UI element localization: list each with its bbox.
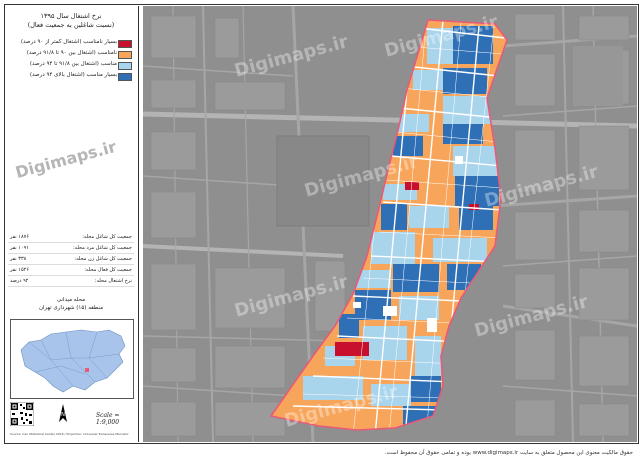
legend-label: بسیار مناسب (اشتغال بالای ۹۴ درصد) (29, 72, 117, 78)
main-map[interactable]: Digimaps.ir Digimaps.ir Digimaps.ir Digi… (143, 6, 637, 442)
stat-key: جمعیت کل شاغل مرد محله: (72, 245, 132, 251)
stat-value: ۹۲ درصد (10, 278, 29, 284)
source-credit: Source: Iran Statistical Center 2016 / P… (10, 432, 129, 436)
district-region: منطقه (۱۵) شهرداری تهران (38, 305, 104, 311)
legend-swatch (118, 51, 132, 59)
legend-swatch (118, 40, 132, 48)
stat-key: جمعیت کل فعال محله: (84, 267, 132, 273)
large-parcel (276, 135, 370, 227)
legend-item-very-good: بسیار مناسب (اشتغال بالای ۹۴ درصد) (8, 71, 134, 82)
stat-row: جمعیت کل شاغل مرد محله: ۱۰۹۱ نفر (8, 243, 134, 254)
map-svg (143, 6, 637, 442)
north-label: N (61, 412, 65, 418)
legend-item-very-poor: بسیار نامناسب (اشتغال کمتر از ۹۰ درصد) (8, 38, 134, 49)
qr-code-icon (10, 402, 34, 426)
district-lines (28, 331, 120, 387)
legend-swatch (118, 73, 132, 81)
stat-row: جمعیت کل شاغل محله: ۱۸۷۶ نفر (8, 232, 134, 243)
stat-value: ۱۰۹۱ نفر (10, 245, 30, 251)
legend-label: مناسب (اشتغال بین ۹۱/۸ تا ۹۴ درصد) (29, 61, 117, 67)
legend-item-poor: نامناسب (اشتغال بین ۹۰ تا ۹۱/۸ درصد) (8, 49, 134, 60)
map-title: نرخ اشتغال سال ۱۳۹۵ (نسبت شاغلین به جمعی… (8, 12, 134, 30)
stat-value: ۱۵۲۶ نفر (10, 267, 30, 273)
tehran-inset-svg (20, 329, 126, 393)
stat-key: نرخ اشتغال محله: (94, 278, 132, 284)
stat-value: ۱۸۷۶ نفر (10, 234, 30, 240)
title-line-2: (نسبت شاغلین به جمعیت فعال) (27, 21, 115, 29)
map-frame (4, 4, 639, 444)
tehran-boundary (20, 329, 126, 393)
stat-row: جمعیت کل فعال محله: ۱۵۲۶ نفر (8, 265, 134, 276)
neighborhood-boundary (269, 19, 508, 431)
district-label: محله میدانی منطقه (۱۵) شهرداری تهران (8, 296, 134, 312)
park-area (573, 46, 623, 106)
legend: بسیار نامناسب (اشتغال کمتر از ۹۰ درصد) ن… (8, 38, 134, 82)
map-footer: N Scale = 1:9,000 Source: Iran Statistic… (8, 400, 138, 440)
stat-row: جمعیت کل شاغل زن محله: ۳۳۸ نفر (8, 254, 134, 265)
stat-key: جمعیت کل شاغل زن محله: (74, 256, 132, 262)
title-line-1: نرخ اشتغال سال ۱۳۹۵ (40, 12, 102, 20)
stat-value: ۳۳۸ نفر (10, 256, 27, 262)
inset-map (10, 319, 134, 399)
neighborhood-marker (85, 368, 89, 372)
stat-row: نرخ اشتغال محله: ۹۲ درصد (8, 276, 134, 287)
basemap-blocks (150, 13, 630, 437)
stat-key: جمعیت کل شاغل محله: (82, 234, 132, 240)
legend-item-good: مناسب (اشتغال بین ۹۱/۸ تا ۹۴ درصد) (8, 60, 134, 71)
legend-swatch (118, 62, 132, 70)
statistics-table: جمعیت کل شاغل محله: ۱۸۷۶ نفر جمعیت کل شا… (8, 232, 134, 287)
scale-label: Scale = 1:9,000 (96, 412, 120, 426)
legend-label: بسیار نامناسب (اشتغال کمتر از ۹۰ درصد) (20, 39, 117, 45)
legend-label: نامناسب (اشتغال بین ۹۰ تا ۹۱/۸ درصد) (26, 50, 117, 56)
north-arrow-icon: N (59, 404, 67, 422)
district-name: محله میدانی (56, 297, 86, 303)
copyright-notice: حقوق مالکیت معنوی این محصول متعلق به سای… (384, 450, 633, 456)
